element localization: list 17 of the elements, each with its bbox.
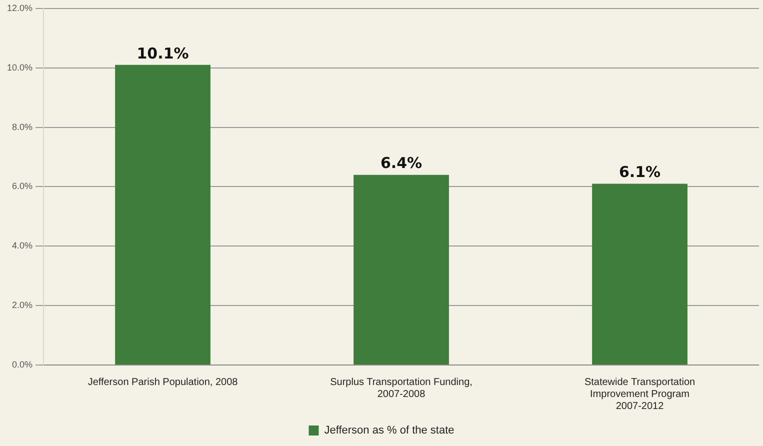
legend-label: Jefferson as % of the state [324, 424, 454, 437]
y-tick-label: 10.0% [6, 62, 33, 72]
text: 6.4% [380, 154, 422, 172]
y-tick-label: 0.0% [12, 359, 33, 370]
x-tick-label: Surplus Transportation Funding, 2007-2008 [330, 376, 472, 400]
bar [592, 184, 688, 364]
text: 6.1% [618, 163, 661, 182]
y-tick-label: 2.0% [12, 300, 33, 310]
bar [115, 64, 210, 364]
x-tick-label: Statewide Transportation Improvement Program 2007-2012 [584, 376, 696, 412]
y-tick-label: 8.0% [12, 122, 33, 132]
y-tick-label: 4.0% [12, 240, 33, 251]
text: 10.1% [136, 44, 189, 62]
y-tick-label: 12.0% [6, 2, 33, 13]
bar [354, 174, 449, 364]
y-tick-label: 6.0% [12, 181, 33, 192]
x-tick-label: Jefferson Parish Population, 2008 [88, 376, 238, 388]
